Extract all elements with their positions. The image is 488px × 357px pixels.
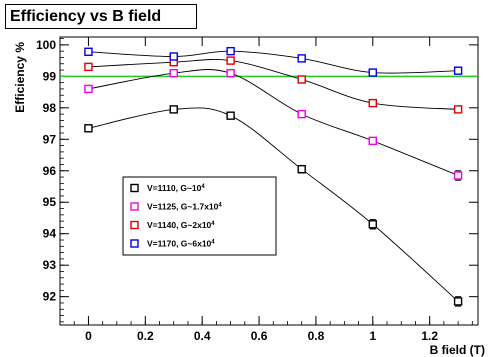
x-tick-label: 0.4 xyxy=(194,329,211,343)
plot-frame xyxy=(59,36,479,326)
x-tick-label: 1.2 xyxy=(421,329,438,343)
data-point xyxy=(169,52,178,61)
data-point xyxy=(169,105,178,114)
series-2 xyxy=(84,68,463,181)
y-tick-label: 96 xyxy=(43,164,57,178)
data-point xyxy=(84,84,93,94)
data-point xyxy=(226,56,235,65)
legend-label-exponent: 4 xyxy=(211,240,215,246)
data-point xyxy=(84,62,93,72)
legend-label-exponent: 4 xyxy=(218,203,222,209)
legend-label: V=1140, G~2x104 xyxy=(147,220,215,230)
data-point xyxy=(84,47,93,56)
series-line xyxy=(88,59,459,110)
series-line xyxy=(88,50,459,74)
data-point xyxy=(368,220,377,229)
legend-marker xyxy=(130,183,139,193)
chart-title: Efficiency vs B field xyxy=(5,4,197,29)
x-tick-label: 1 xyxy=(369,329,376,343)
data-point xyxy=(226,68,235,78)
x-tick-label: 0 xyxy=(85,329,92,343)
axes-layer: 92 93 94 95 96 97 98 99 100 0 0.2 0.4 0.6 0.8 1 1.2 xyxy=(36,36,479,343)
legend-label: V=1125, G~1.7x104 xyxy=(147,202,222,212)
data-point xyxy=(368,136,377,146)
x-tick-label: 0.8 xyxy=(308,329,325,343)
data-point xyxy=(297,75,306,84)
series-line xyxy=(88,69,459,176)
data-point xyxy=(453,171,463,180)
data-point xyxy=(368,98,377,108)
legend-marker xyxy=(130,239,139,248)
legend-marker xyxy=(130,220,139,230)
y-tick-label: 95 xyxy=(43,195,57,209)
data-point xyxy=(169,68,178,78)
data-point xyxy=(453,66,463,75)
y-tick-label: 100 xyxy=(36,38,56,52)
y-tick-label: 92 xyxy=(43,290,57,304)
y-tick-label: 98 xyxy=(43,101,57,115)
data-point xyxy=(297,109,306,119)
x-tick-label: 0.2 xyxy=(137,329,154,343)
data-point xyxy=(226,111,235,120)
x-axis-label: B field (T) xyxy=(430,343,485,357)
legend-box xyxy=(122,176,277,256)
data-point xyxy=(453,105,463,114)
y-tick-label: 99 xyxy=(43,69,57,83)
series-layer xyxy=(84,46,463,307)
data-point xyxy=(226,46,235,56)
data-point xyxy=(368,68,377,77)
data-point xyxy=(84,124,93,133)
y-axis-label: Efficiency % xyxy=(13,42,27,113)
x-tick-label: 0.6 xyxy=(251,329,268,343)
legend: V=1110, G~104 V=1125, G~1.7x104 V=1140, G~… xyxy=(122,176,277,256)
legend-label-exponent: 4 xyxy=(211,221,215,227)
series-1 xyxy=(84,105,463,307)
series-4 xyxy=(84,46,463,77)
legend-label: V=1110, G~104 xyxy=(147,183,205,193)
legend-label: V=1170, G~6x104 xyxy=(147,239,215,249)
y-tick-label: 94 xyxy=(43,227,57,241)
y-tick-label: 97 xyxy=(43,132,57,146)
legend-label-exponent: 4 xyxy=(201,184,205,190)
y-tick-label: 93 xyxy=(43,258,57,272)
series-3 xyxy=(84,56,463,114)
series-line xyxy=(88,107,459,302)
legend-marker xyxy=(130,202,139,211)
data-point xyxy=(453,297,463,306)
data-point xyxy=(297,54,306,63)
data-point xyxy=(297,164,306,174)
